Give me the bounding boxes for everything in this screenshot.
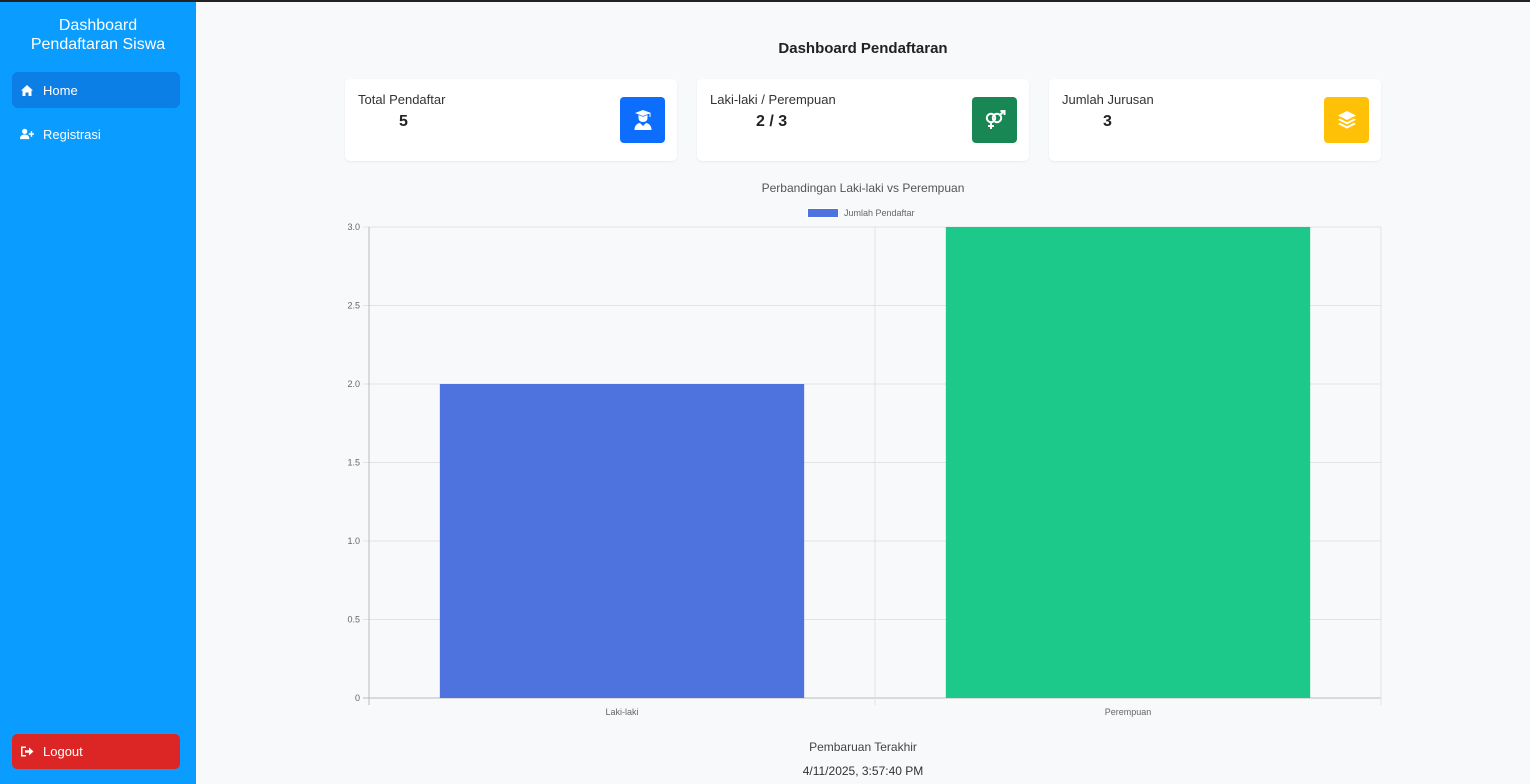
sidebar-item-home[interactable]: Home xyxy=(12,72,180,108)
bar-chart: 0 0.5 1.0 1.5 2.0 2.5 3.0 Laki-laki Perempuan xyxy=(347,222,1382,717)
y-tick-label: 0 xyxy=(355,693,360,703)
legend-label: Jumlah Pendaftar xyxy=(844,208,915,218)
stat-card-jurusan: Jumlah Jurusan 3 xyxy=(1049,79,1381,161)
stat-card-gender: Laki-laki / Perempuan 2 / 3 xyxy=(697,79,1029,161)
page-title: Dashboard Pendaftaran xyxy=(778,40,948,57)
sidebar-brand: Dashboard Pendaftaran Siswa xyxy=(0,16,196,54)
card-label: Jumlah Jurusan xyxy=(1062,92,1154,107)
logout-label: Logout xyxy=(43,744,83,759)
brand-line-1: Dashboard xyxy=(58,17,138,34)
x-tick-label: Perempuan xyxy=(1105,707,1152,717)
chart-legend[interactable]: Jumlah Pendaftar xyxy=(807,208,915,218)
sidebar-item-label: Home xyxy=(43,82,78,98)
card-value: 2 / 3 xyxy=(756,113,788,130)
stat-card-total: Total Pendaftar 5 xyxy=(345,79,677,161)
y-tick-label: 1.0 xyxy=(347,536,360,546)
y-tick-label: 0.5 xyxy=(347,615,360,625)
sidebar-item-label: Registrasi xyxy=(43,126,101,142)
legend-swatch xyxy=(807,208,839,218)
card-value: 3 xyxy=(1103,113,1112,130)
y-tick-label: 1.5 xyxy=(347,458,360,468)
y-tick-label: 3.0 xyxy=(347,222,360,232)
logout-icon xyxy=(20,745,34,759)
bar-laki-laki xyxy=(439,384,805,698)
chart-title: Perbandingan Laki-laki vs Perempuan xyxy=(761,181,965,195)
card-label: Laki-laki / Perempuan xyxy=(710,92,836,107)
x-tick-label: Laki-laki xyxy=(605,707,638,717)
card-label: Total Pendaftar xyxy=(358,92,446,107)
top-border xyxy=(0,0,1530,2)
bar-perempuan xyxy=(945,227,1311,698)
home-icon xyxy=(20,83,34,97)
y-tick-label: 2.0 xyxy=(347,379,360,389)
last-updated-time: 4/11/2025, 3:57:40 PM xyxy=(802,764,924,778)
gender-icon xyxy=(972,97,1017,143)
logout-button[interactable]: Logout xyxy=(12,734,180,769)
brand-line-2: Pendaftaran Siswa xyxy=(30,36,166,53)
sidebar-item-registrasi[interactable]: Registrasi xyxy=(12,116,180,152)
graduate-icon xyxy=(620,97,665,143)
layers-icon xyxy=(1324,97,1369,143)
last-updated-label: Pembaruan Terakhir xyxy=(809,740,917,754)
sidebar: Dashboard Pendaftaran Siswa Home Registr… xyxy=(0,0,196,784)
y-tick-label: 2.5 xyxy=(347,301,360,311)
user-plus-icon xyxy=(20,127,34,141)
card-value: 5 xyxy=(399,113,408,130)
